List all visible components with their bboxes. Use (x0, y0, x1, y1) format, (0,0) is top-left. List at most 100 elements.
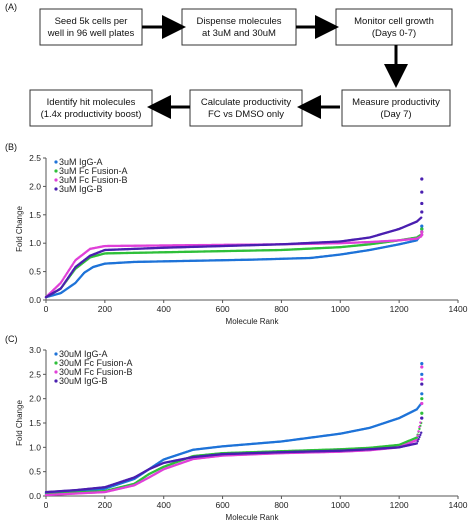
data-point (416, 440, 419, 443)
legend-marker (54, 169, 58, 173)
outlier-point (420, 224, 424, 228)
y-tick-label: 2.0 (29, 181, 41, 191)
outlier-point (420, 362, 424, 366)
legend-label: 30uM Fc Fusion-B (59, 367, 133, 377)
workflow-box-text: Seed 5k cells per (55, 16, 128, 27)
data-point (415, 442, 418, 445)
data-point (417, 437, 420, 441)
y-tick-label: 2.5 (29, 369, 41, 379)
x-tick-label: 1200 (390, 500, 409, 510)
legend-label: 3uM Fc Fusion-B (59, 175, 128, 185)
workflow-box-text: Monitor cell growth (354, 16, 434, 27)
y-tick-label: 1.5 (29, 418, 41, 428)
panel-label-a: (A) (5, 2, 17, 12)
workflow-box-text: Identify hit molecules (47, 97, 136, 108)
x-tick-label: 0 (44, 304, 49, 314)
legend-label: 3uM Fc Fusion-A (59, 166, 128, 176)
y-tick-label: 0.5 (29, 267, 41, 277)
workflow-box-text: at 3uM and 30uM (202, 28, 276, 39)
workflow-box-text: Calculate productivity (201, 97, 292, 108)
outlier-point (420, 397, 424, 401)
y-axis-label: Fold Change (15, 206, 24, 252)
data-point (418, 435, 421, 439)
legend-marker (54, 160, 58, 164)
chart-b: 0 200 400 600 800 1000 1200 1400 0.0 0.5 1.0 1.5 2.0… (15, 153, 468, 326)
x-tick-label: 1000 (331, 500, 350, 510)
legend-marker (54, 352, 58, 356)
y-tick-label: 2.5 (29, 153, 41, 163)
y-tick-label: 3.0 (29, 345, 41, 355)
data-point (419, 421, 422, 424)
x-tick-label: 1000 (331, 304, 350, 314)
x-tick-label: 800 (274, 304, 288, 314)
outlier-point (420, 210, 424, 214)
legend-label: 3uM IgG-B (59, 184, 103, 194)
workflow-arrows (142, 15, 408, 119)
legend-marker (54, 370, 58, 374)
outlier-point (420, 382, 424, 386)
outlier-point (420, 233, 424, 237)
x-tick-label: 600 (215, 304, 229, 314)
workflow-box-text: (Day 7) (380, 109, 411, 120)
series-3um-igg-a (44, 224, 424, 299)
series-30um-igg-b (44, 382, 424, 494)
outlier-point (420, 227, 424, 231)
workflow-box-text: well in 96 well plates (47, 28, 135, 39)
outlier-point (420, 416, 424, 420)
chart-c: 0 200 400 600 800 1000 1200 1400 0.0 0.5 1.0 1.5 2.0… (15, 345, 468, 522)
panel-label-c: (C) (5, 334, 18, 344)
workflow-box-text: Dispense molecules (196, 16, 281, 27)
data-point (417, 430, 420, 433)
legend-marker (54, 187, 58, 191)
x-tick-label: 800 (274, 500, 288, 510)
y-tick-label: 0.5 (29, 467, 41, 477)
workflow-box-text: Measure productivity (352, 97, 440, 108)
data-point (418, 425, 421, 429)
x-tick-label: 0 (44, 500, 49, 510)
outlier-point (420, 392, 424, 396)
y-tick-label: 0.0 (29, 491, 41, 501)
x-axis-label: Molecule Rank (226, 317, 280, 326)
legend-marker (54, 379, 58, 383)
outlier-point (420, 230, 424, 234)
series-3um-igg-b (44, 177, 424, 299)
outlier-point (420, 377, 424, 381)
outlier-point (420, 190, 424, 194)
x-tick-label: 1400 (449, 304, 468, 314)
x-tick-label: 200 (98, 304, 112, 314)
data-point (418, 427, 421, 431)
x-tick-label: 1200 (390, 304, 409, 314)
x-tick-label: 1400 (449, 500, 468, 510)
outlier-point (420, 177, 424, 181)
y-tick-label: 0.0 (29, 295, 41, 305)
data-point (416, 434, 419, 437)
legend-label: 30uM Fc Fusion-A (59, 358, 133, 368)
outlier-point (420, 411, 424, 415)
panel-label-b: (B) (5, 142, 17, 152)
x-tick-label: 600 (215, 500, 229, 510)
outlier-point (420, 365, 424, 369)
x-tick-label: 400 (157, 304, 171, 314)
y-tick-label: 1.0 (29, 442, 41, 452)
workflow-box-monitor: Monitor cell growth(Days 0-7) (335, 8, 453, 46)
workflow-box-measure: Measure productivity(Day 7) (341, 89, 451, 127)
workflow-box-text: (1.4x productivity boost) (41, 109, 142, 120)
x-tick-label: 200 (98, 500, 112, 510)
legend-label: 3uM IgG-A (59, 157, 103, 167)
legend-marker (54, 361, 58, 365)
outlier-point (420, 201, 424, 206)
workflow-box-text: (Days 0-7) (372, 28, 416, 39)
data-point (420, 216, 423, 219)
data-point (419, 433, 422, 437)
workflow-box-text: FC vs DMSO only (208, 109, 284, 120)
legend-label: 30uM IgG-A (59, 349, 108, 359)
x-axis-label: Molecule Rank (226, 513, 280, 522)
data-point (415, 436, 418, 439)
x-tick-label: 400 (157, 500, 171, 510)
